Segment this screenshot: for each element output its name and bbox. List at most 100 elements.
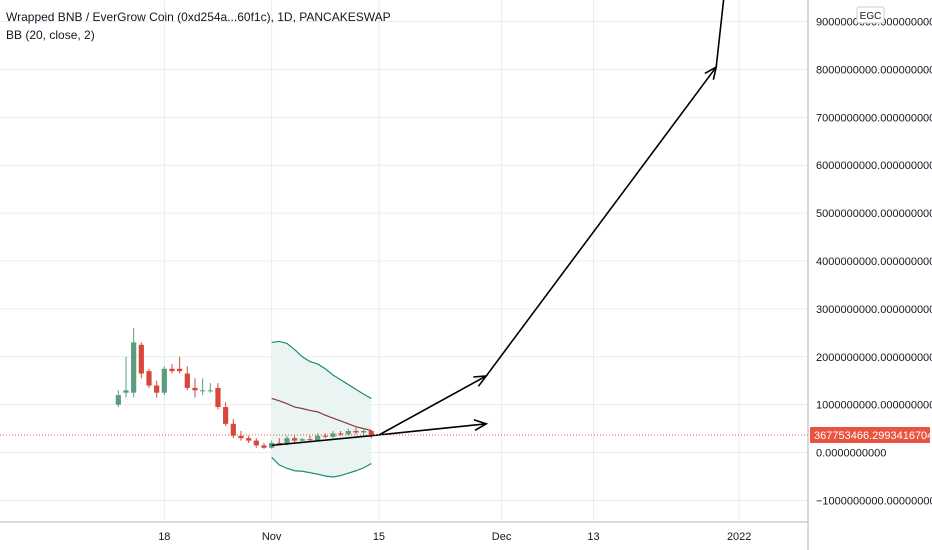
candle[interactable] [322, 433, 328, 439]
y-tick-label: 2000000000.0000000000 [816, 352, 932, 364]
candle-body [353, 431, 359, 433]
x-tick-label: 15 [373, 531, 385, 543]
candle[interactable] [330, 431, 336, 439]
candle-body [315, 435, 321, 441]
bb-fill [271, 341, 372, 477]
drawing-segment [485, 66, 717, 377]
candle[interactable] [184, 366, 190, 391]
candle-body [368, 431, 374, 435]
candle-body [154, 385, 160, 393]
candle[interactable] [315, 433, 321, 441]
candle-body [253, 440, 259, 446]
chart-title: Wrapped BNB / EverGrow Coin (0xd254a...6… [6, 10, 391, 24]
candle[interactable] [192, 378, 198, 398]
price-tag-bg [810, 426, 930, 443]
x-tick-label: 13 [587, 531, 599, 543]
y-tick-label: 5000000000.0000000000 [816, 208, 932, 220]
candle-body [230, 423, 236, 436]
y-tick-label: 8000000000.0000000000 [816, 64, 932, 76]
candle[interactable] [253, 438, 259, 448]
indicator-legend[interactable]: BB (20, close, 2) [6, 28, 95, 42]
candle-body [146, 371, 152, 386]
grid [0, 0, 808, 522]
bb-basis-line [271, 397, 372, 432]
candle[interactable] [138, 342, 144, 379]
candle-body [123, 390, 129, 393]
candle-body [192, 387, 198, 391]
candle[interactable] [230, 419, 236, 439]
y-tick-label: 0.0000000000 [816, 448, 886, 460]
symbol-tag: EGC [856, 6, 885, 24]
candle[interactable] [238, 431, 244, 441]
candle[interactable] [338, 431, 344, 436]
candle-body [115, 395, 121, 405]
candle-body [338, 433, 344, 435]
candle[interactable] [131, 328, 137, 398]
candle-body [177, 368, 183, 372]
candle[interactable] [223, 402, 229, 427]
candle-body [322, 435, 328, 437]
candle-body [223, 407, 229, 424]
candle[interactable] [169, 363, 175, 374]
candle[interactable] [207, 383, 213, 393]
drawing-segment [378, 375, 487, 436]
drawn-arrow-5[interactable] [378, 419, 489, 436]
symbol-tag-label: EGC [860, 11, 882, 22]
drawn-line-4[interactable] [715, 0, 725, 68]
candle[interactable] [246, 435, 252, 443]
bollinger-bands [271, 340, 372, 478]
drawing-segment [271, 434, 380, 447]
trend-drawings[interactable] [271, 0, 725, 447]
candle-body [261, 445, 267, 448]
y-tick-label: −1000000000.0000000000 [816, 495, 932, 507]
candle-body [200, 390, 206, 392]
candle-body [184, 373, 190, 388]
bb-lower-line [271, 456, 372, 478]
current-price-tag: 367753466.2993416704 [810, 426, 932, 443]
x-tick-label: 2022 [727, 531, 751, 543]
candle[interactable] [292, 435, 298, 443]
x-tick-label: 18 [158, 531, 170, 543]
candle-body [330, 433, 336, 437]
candle[interactable] [123, 356, 129, 398]
drawn-arrow-2[interactable] [378, 374, 488, 436]
arrow-head [704, 65, 718, 80]
arrow-head [473, 419, 489, 432]
candle-body [345, 431, 351, 435]
candle-body [246, 438, 252, 441]
candle-body [307, 439, 313, 441]
x-tick-label: Nov [262, 531, 282, 543]
drawing-segment [715, 0, 725, 68]
candle-body [276, 442, 282, 444]
candle-body [284, 438, 290, 444]
candle[interactable] [177, 356, 183, 374]
candle-body [131, 342, 137, 393]
candle[interactable] [154, 380, 160, 398]
tags: 367753466.2993416704 EGC [810, 6, 932, 443]
candle-body [207, 390, 213, 392]
y-tick-label: 6000000000.0000000000 [816, 160, 932, 172]
candle[interactable] [353, 427, 359, 435]
drawn-line-1[interactable] [271, 434, 380, 447]
y-tick-label: 4000000000.0000000000 [816, 256, 932, 268]
y-tick-label: 1000000000.0000000000 [816, 400, 932, 412]
candle[interactable] [146, 368, 152, 388]
x-tick-label: Dec [492, 531, 512, 543]
arrow-head [473, 374, 488, 387]
candle[interactable] [261, 442, 267, 449]
candle[interactable] [161, 366, 167, 396]
candles[interactable] [115, 328, 374, 449]
candle[interactable] [200, 378, 206, 396]
price-tag-label: 367753466.2993416704 [814, 430, 932, 442]
candle-body [161, 368, 167, 393]
candle[interactable] [115, 390, 121, 408]
drawn-arrow-3[interactable] [485, 65, 718, 377]
candle[interactable] [368, 429, 374, 439]
candle-body [361, 431, 367, 433]
candle-body [138, 344, 144, 374]
candle-body [292, 438, 298, 441]
candle[interactable] [215, 383, 221, 410]
